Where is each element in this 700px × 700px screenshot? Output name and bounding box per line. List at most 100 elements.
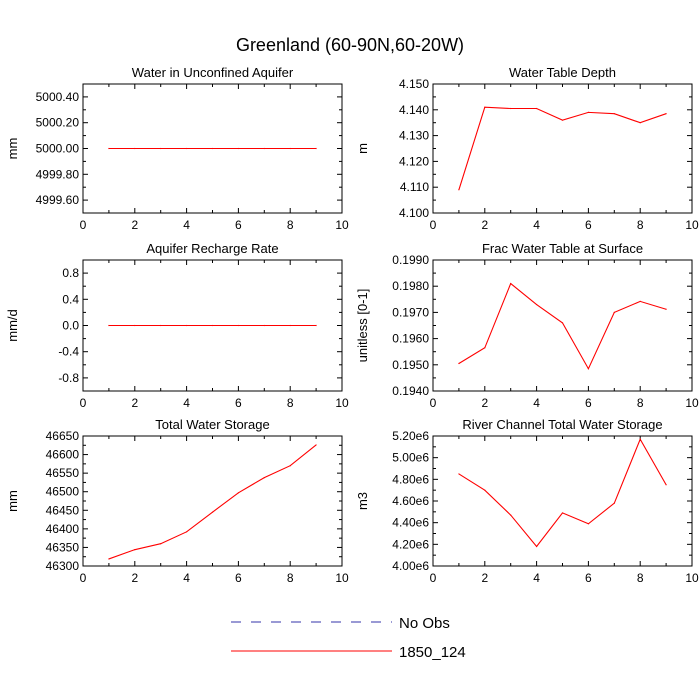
legend-item-1850-124: 1850_124 — [231, 644, 466, 661]
x-tick-label: 2 — [481, 571, 488, 585]
frac-water-table-at-surface-frame — [432, 259, 693, 392]
data-point — [289, 147, 291, 150]
data-point — [211, 147, 214, 150]
panel-frac-water-table-at-surface: 0 2 4 6 8 10 0.1940 0.1950 0.1960 0.1970 0.1980 0.1… — [355, 241, 699, 410]
y-tick-label: 5000.00 — [36, 142, 80, 156]
panel-water-in-unconfined-aquifer: 0 2 4 6 8 10 4999.60 4999.80 5000.00 5000.20 5000.… — [5, 65, 349, 232]
data-point — [160, 324, 162, 327]
data-point — [484, 106, 486, 108]
river-channel-total-water-storage-ylabel: m3 — [355, 492, 370, 510]
y-tick-label: -0.8 — [58, 371, 79, 385]
data-point — [108, 558, 110, 560]
x-tick-label: 2 — [131, 571, 138, 585]
frac-water-table-at-surface-title: Frac Water Table at Surface — [482, 241, 643, 256]
x-tick-label: 6 — [235, 571, 242, 585]
data-point — [510, 107, 512, 110]
data-point — [613, 311, 615, 313]
y-tick-label: 4999.80 — [36, 167, 80, 181]
data-point — [237, 324, 239, 327]
data-point — [536, 303, 538, 306]
data-point — [561, 512, 564, 514]
x-tick-label: 10 — [335, 218, 349, 232]
data-point — [613, 113, 615, 115]
x-tick-label: 2 — [131, 218, 138, 232]
data-point — [160, 147, 162, 150]
data-point — [561, 322, 564, 324]
data-point — [458, 189, 460, 191]
x-tick-label: 10 — [335, 571, 349, 585]
x-tick-label: 2 — [131, 396, 138, 410]
y-tick-label: 4.140 — [399, 103, 429, 117]
water-table-depth-ylabel: m — [355, 143, 370, 154]
data-point — [186, 324, 188, 327]
y-tick-label: 0.1960 — [392, 332, 429, 346]
y-tick-label: 46400 — [46, 522, 80, 536]
legend-label: No Obs — [399, 615, 450, 632]
x-tick-label: 4 — [183, 396, 190, 410]
data-point — [289, 324, 291, 327]
water-in-unconfined-aquifer-ylabel: mm — [5, 138, 20, 160]
x-tick-label: 4 — [533, 571, 540, 585]
data-point — [639, 122, 641, 124]
y-tick-label: 4.120 — [399, 154, 429, 168]
x-tick-label: 0 — [430, 571, 437, 585]
data-point — [237, 147, 239, 150]
data-point — [186, 147, 188, 150]
data-point — [484, 489, 486, 491]
figure-title: Greenland (60-90N,60-20W) — [236, 35, 464, 55]
data-point — [587, 368, 590, 370]
data-point — [587, 111, 590, 113]
y-tick-label: 46650 — [46, 429, 80, 443]
y-tick-label: 46550 — [46, 466, 80, 480]
x-tick-label: 6 — [585, 396, 592, 410]
y-tick-label: 46600 — [46, 448, 80, 462]
y-tick-label: 4.40e6 — [392, 516, 429, 530]
x-tick-label: 10 — [685, 396, 699, 410]
y-tick-label: 0.1950 — [392, 358, 429, 372]
y-tick-label: 4.20e6 — [392, 537, 429, 551]
data-point — [536, 107, 538, 110]
data-point — [639, 300, 641, 302]
aquifer-recharge-rate-ylabel: mm/d — [5, 309, 20, 342]
series-line-1850-124 — [108, 444, 317, 560]
river-channel-total-water-storage-title: River Channel Total Water Storage — [462, 417, 662, 432]
data-point — [315, 444, 317, 446]
aquifer-recharge-rate-title: Aquifer Recharge Rate — [146, 241, 278, 256]
data-point — [108, 324, 110, 327]
data-point — [237, 492, 239, 494]
y-tick-label: 4.00e6 — [392, 559, 429, 573]
data-point — [263, 324, 265, 327]
x-tick-label: 4 — [183, 571, 190, 585]
data-point — [134, 324, 136, 327]
series-line-1850-124 — [458, 437, 667, 548]
y-tick-label: 46300 — [46, 559, 80, 573]
x-tick-label: 4 — [533, 396, 540, 410]
data-point — [263, 147, 265, 150]
data-point — [639, 438, 641, 440]
data-point — [315, 324, 317, 327]
y-tick-label: 4.80e6 — [392, 472, 429, 486]
y-tick-label: 46450 — [46, 503, 80, 517]
panel-total-water-storage: 0 2 4 6 8 10 46300 46350 46400 46450 46500 46550 466… — [5, 417, 349, 585]
data-point — [289, 465, 291, 467]
data-point — [211, 324, 214, 327]
y-tick-label: 5000.40 — [36, 90, 80, 104]
panels: 0 2 4 6 8 10 4999.60 4999.80 5000.00 5000.20 5000.… — [5, 65, 699, 585]
data-point — [484, 347, 486, 349]
x-tick-label: 8 — [287, 218, 294, 232]
y-tick-label: 46500 — [46, 485, 80, 499]
data-point — [536, 545, 538, 548]
data-point — [134, 147, 136, 150]
panel-aquifer-recharge-rate: 0 2 4 6 8 10 -0.8 -0.4 0.0 0.4 0.8 Aquifer Recharge… — [5, 241, 349, 410]
x-tick-label: 2 — [481, 396, 488, 410]
y-tick-label: 4.130 — [399, 129, 429, 143]
legend: No Obs 1850_124 — [231, 615, 466, 661]
data-point — [665, 484, 667, 486]
frac-water-table-at-surface-ylabel: unitless [0-1] — [355, 289, 370, 363]
data-point — [458, 362, 460, 365]
x-tick-label: 6 — [235, 218, 242, 232]
data-point — [315, 147, 317, 150]
x-tick-label: 8 — [637, 571, 644, 585]
y-tick-label: 4999.60 — [36, 193, 80, 207]
